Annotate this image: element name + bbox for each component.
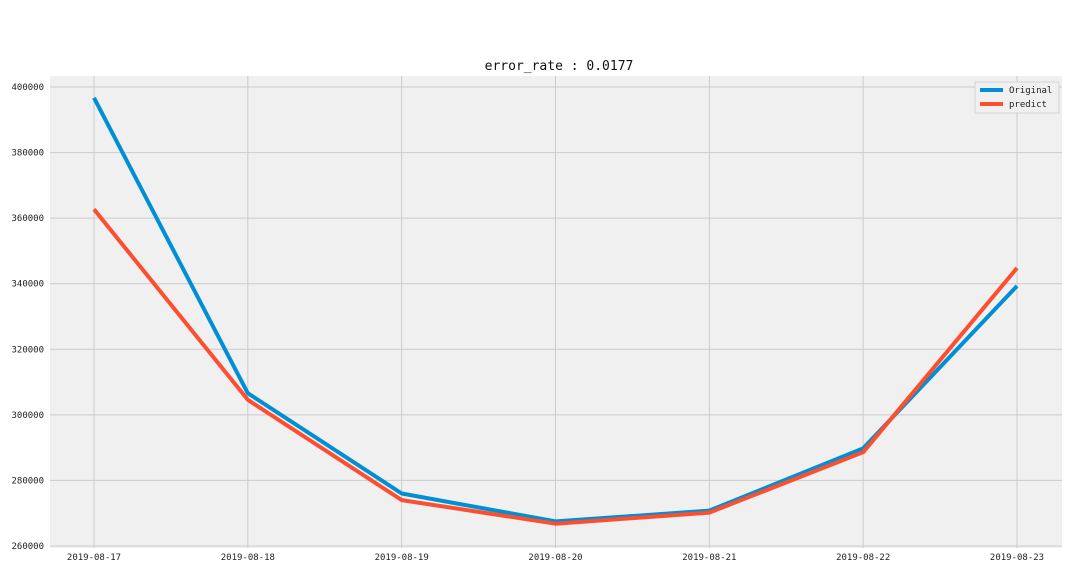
legend-box	[974, 81, 1060, 114]
x-tick-label: 2019-08-22	[836, 553, 890, 563]
y-tick-label: 400000	[11, 83, 44, 93]
series-line-predict	[92, 208, 1019, 526]
legend-label-predict: predict	[1009, 100, 1047, 110]
chart-title: error_rate : 0.0177	[485, 59, 634, 74]
x-tick-label: 2019-08-21	[682, 553, 736, 563]
legend-label-original: Original	[1009, 86, 1052, 96]
x-tick-label: 2019-08-20	[528, 553, 582, 563]
y-tick-label: 280000	[11, 476, 44, 486]
x-tick-label: 2019-08-23	[990, 553, 1044, 563]
y-tick-label: 320000	[11, 345, 44, 355]
legend: Original predict	[974, 81, 1060, 114]
x-tick-label: 2019-08-18	[221, 553, 275, 563]
y-tick-label: 340000	[11, 280, 44, 290]
y-tick-label: 360000	[11, 214, 44, 224]
y-tick-label: 380000	[11, 149, 44, 159]
series-lines	[92, 96, 1019, 526]
y-tick-label: 260000	[11, 542, 44, 552]
x-axis-tick-labels: 2019-08-17 2019-08-18 2019-08-19 2019-08-20…	[67, 553, 1044, 563]
y-tick-label: 300000	[11, 411, 44, 421]
series-line-original	[92, 96, 1019, 524]
x-tick-label: 2019-08-17	[67, 553, 121, 563]
y-axis-tick-labels: 260000 280000 300000 320000 340000 360000 3800…	[11, 83, 44, 552]
x-tick-label: 2019-08-19	[375, 553, 429, 563]
